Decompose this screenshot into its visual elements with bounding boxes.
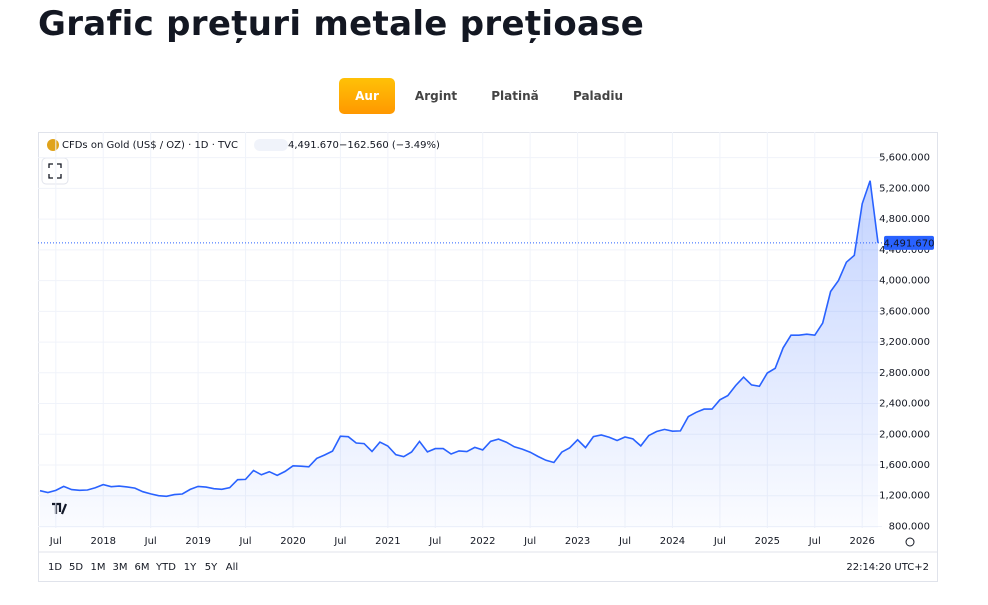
- price-change: −162.560 (−3.49%): [339, 140, 440, 151]
- metal-tab[interactable]: Platină: [491, 89, 539, 103]
- y-tick-label: 4,400.000: [879, 245, 930, 256]
- range-button[interactable]: 1Y: [184, 562, 197, 573]
- x-tick-label: 2020: [280, 536, 305, 547]
- price-tag: [884, 235, 934, 250]
- y-tick-label: 1,600.000: [879, 460, 930, 471]
- range-button[interactable]: 5D: [69, 562, 83, 573]
- metal-tab[interactable]: Aur: [339, 78, 395, 114]
- x-tick-label: Jul: [49, 536, 62, 547]
- y-tick-label: 2,400.000: [879, 399, 930, 410]
- range-button[interactable]: 6M: [135, 562, 150, 573]
- y-tick-label: 3,200.000: [879, 337, 930, 348]
- x-tick-label: 2025: [755, 536, 780, 547]
- y-tick-label: 5,200.000: [879, 183, 930, 194]
- x-tick-label: Jul: [239, 536, 252, 547]
- symbol-name: CFDs on Gold (US$ / OZ) · 1D · TVC: [62, 140, 238, 151]
- y-tick-label: 2,000.000: [879, 429, 930, 440]
- x-tick-label: Jul: [808, 536, 821, 547]
- x-tick-label: 2018: [91, 536, 116, 547]
- range-button[interactable]: 5Y: [205, 562, 218, 573]
- area-fill: [40, 180, 878, 528]
- chart-widget: 800.000 1,200.000 1,600.000 2,000.000 2,400.…: [38, 132, 938, 582]
- x-tick-label: Jul: [523, 536, 536, 547]
- range-button[interactable]: YTD: [155, 562, 176, 573]
- x-tick-label: Jul: [713, 536, 726, 547]
- fullscreen-button[interactable]: [41, 157, 69, 185]
- x-tick-label: Jul: [428, 536, 441, 547]
- range-button[interactable]: All: [226, 562, 238, 573]
- x-tick-label: 2019: [185, 536, 210, 547]
- y-tick-label: 3,600.000: [879, 306, 930, 317]
- x-tick-label: 2022: [470, 536, 495, 547]
- y-tick-label: 4,000.000: [879, 276, 930, 287]
- metal-tab[interactable]: Paladiu: [572, 89, 624, 103]
- settings-icon[interactable]: [905, 537, 915, 547]
- symbol-icon: [47, 139, 59, 151]
- clock: 22:14:20 UTC+2: [846, 562, 929, 573]
- price-tag-label: 4,491.670: [884, 238, 935, 249]
- fullscreen-icon: [48, 163, 62, 179]
- x-tick-label: 2023: [565, 536, 590, 547]
- x-tick-label: Jul: [618, 536, 631, 547]
- x-tick-label: 2026: [849, 536, 874, 547]
- y-tick-label: 800.000: [889, 521, 930, 532]
- x-tick-label: 2024: [660, 536, 685, 547]
- last-price: 4,491.670: [288, 140, 339, 151]
- metal-tab[interactable]: Argint: [414, 89, 458, 103]
- price-line: [39, 180, 879, 498]
- x-tick-label: Jul: [333, 536, 346, 547]
- y-tick-label: 5,600.000: [879, 153, 930, 164]
- range-button[interactable]: 3M: [113, 562, 128, 573]
- status-pill: [254, 139, 288, 151]
- x-tick-label: 2021: [375, 536, 400, 547]
- y-tick-label: 4,800.000: [879, 214, 930, 225]
- y-tick-label: 1,200.000: [879, 491, 930, 502]
- y-tick-label: 2,800.000: [879, 368, 930, 379]
- range-button[interactable]: 1D: [48, 562, 62, 573]
- range-button[interactable]: 1M: [91, 562, 106, 573]
- page-title: Grafic prețuri metale prețioase: [38, 4, 645, 44]
- x-tick-label: Jul: [144, 536, 157, 547]
